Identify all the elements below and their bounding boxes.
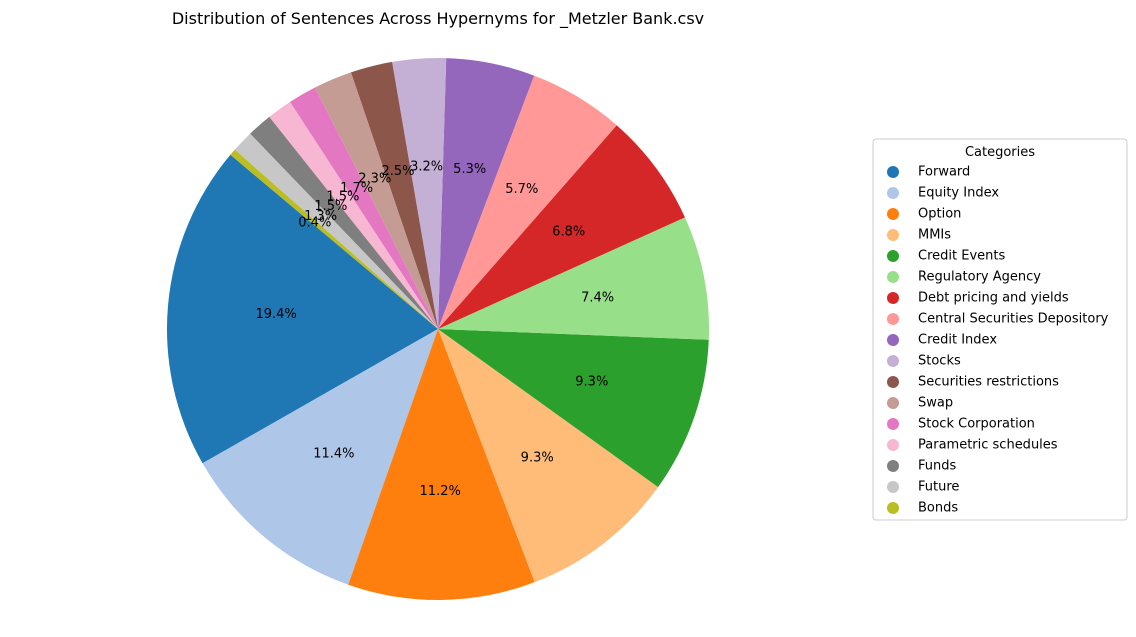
legend: Categories Forward Equity Index Option MMIs… bbox=[872, 138, 1128, 521]
legend-label: Equity Index bbox=[918, 186, 999, 201]
slice-percentage-label: 0.4% bbox=[298, 215, 331, 230]
legend-label: Option bbox=[918, 207, 961, 222]
slice-percentage-label: 11.2% bbox=[420, 484, 461, 499]
legend-label: Securities restrictions bbox=[918, 375, 1059, 390]
pie-slice bbox=[234, 133, 438, 329]
pie-slice bbox=[289, 87, 438, 329]
slice-percentage-label: 1.5% bbox=[314, 199, 347, 214]
slice-percentage-label: 5.7% bbox=[505, 182, 538, 197]
pie-slice bbox=[438, 58, 535, 330]
legend-title: Categories bbox=[965, 145, 1035, 160]
slice-percentage-label: 5.3% bbox=[453, 162, 486, 177]
legend-label: Regulatory Agency bbox=[918, 270, 1041, 285]
legend-label: Credit Events bbox=[918, 249, 1005, 264]
legend-label: Central Securities Depository bbox=[918, 312, 1109, 327]
legend-label: Parametric schedules bbox=[918, 438, 1058, 453]
pie-slice bbox=[438, 217, 710, 340]
legend-marker bbox=[887, 418, 899, 430]
slice-percentage-label: 1.7% bbox=[340, 181, 373, 196]
pie-slice bbox=[438, 125, 685, 330]
legend-marker bbox=[887, 271, 899, 283]
slice-percentage-label: 7.4% bbox=[581, 290, 614, 305]
slice-percentage-label: 2.3% bbox=[358, 172, 391, 187]
slice-percentage-label: 1.5% bbox=[326, 190, 359, 205]
pie-slice bbox=[269, 102, 438, 329]
percentage-labels: 19.4% 11.4% 11.2% 9.3% 9.3% 7.4% 6.8% 5.7% 5.3% 3… bbox=[255, 159, 614, 499]
pie-slices bbox=[166, 57, 710, 601]
slice-percentage-label: 2.5% bbox=[381, 164, 414, 179]
legend-marker bbox=[887, 502, 899, 514]
pie-slice bbox=[348, 329, 535, 601]
legend-marker bbox=[887, 355, 899, 367]
legend-marker bbox=[887, 292, 899, 304]
legend-items: Forward Equity Index Option MMIs Credit Even… bbox=[887, 165, 1109, 516]
legend-marker bbox=[887, 208, 899, 220]
legend-marker bbox=[887, 376, 899, 388]
pie-slice bbox=[350, 61, 438, 330]
legend-marker bbox=[887, 229, 899, 241]
slice-percentage-label: 3.2% bbox=[410, 159, 443, 174]
legend-marker bbox=[887, 481, 899, 493]
pie-slice bbox=[230, 149, 438, 329]
pie-slice bbox=[438, 329, 709, 488]
slice-percentage-label: 11.4% bbox=[313, 446, 354, 461]
pie-slice bbox=[250, 116, 438, 329]
legend-label: Stock Corporation bbox=[918, 417, 1035, 432]
legend-marker bbox=[887, 334, 899, 346]
legend-marker bbox=[887, 187, 899, 199]
chart-title: Distribution of Sentences Across Hyperny… bbox=[172, 9, 704, 29]
legend-label: Debt pricing and yields bbox=[918, 291, 1069, 306]
legend-marker bbox=[887, 439, 899, 451]
legend-marker bbox=[887, 250, 899, 262]
legend-marker bbox=[887, 460, 899, 472]
legend-label: Bonds bbox=[918, 501, 958, 516]
pie-slice bbox=[438, 329, 659, 583]
slice-percentage-label: 1.3% bbox=[304, 209, 337, 224]
pie-slice bbox=[202, 329, 438, 585]
slice-percentage-label: 6.8% bbox=[552, 225, 585, 240]
legend-label: Swap bbox=[918, 396, 953, 411]
legend-label: Funds bbox=[918, 459, 956, 474]
legend-marker bbox=[887, 166, 899, 178]
legend-label: Future bbox=[918, 480, 959, 495]
legend-label: MMIs bbox=[918, 228, 951, 243]
pie-slice bbox=[314, 72, 438, 330]
pie-slice bbox=[166, 154, 438, 464]
legend-marker bbox=[887, 397, 899, 409]
legend-label: Forward bbox=[918, 165, 970, 180]
legend-label: Credit Index bbox=[918, 333, 997, 348]
slice-percentage-label: 9.3% bbox=[575, 374, 608, 389]
slice-percentage-label: 19.4% bbox=[255, 307, 296, 322]
slice-percentage-label: 9.3% bbox=[521, 450, 554, 465]
legend-frame bbox=[872, 138, 1128, 521]
pie-slice bbox=[392, 57, 447, 330]
legend-marker bbox=[887, 313, 899, 325]
pie-slice bbox=[438, 75, 617, 329]
legend-label: Stocks bbox=[918, 354, 961, 369]
